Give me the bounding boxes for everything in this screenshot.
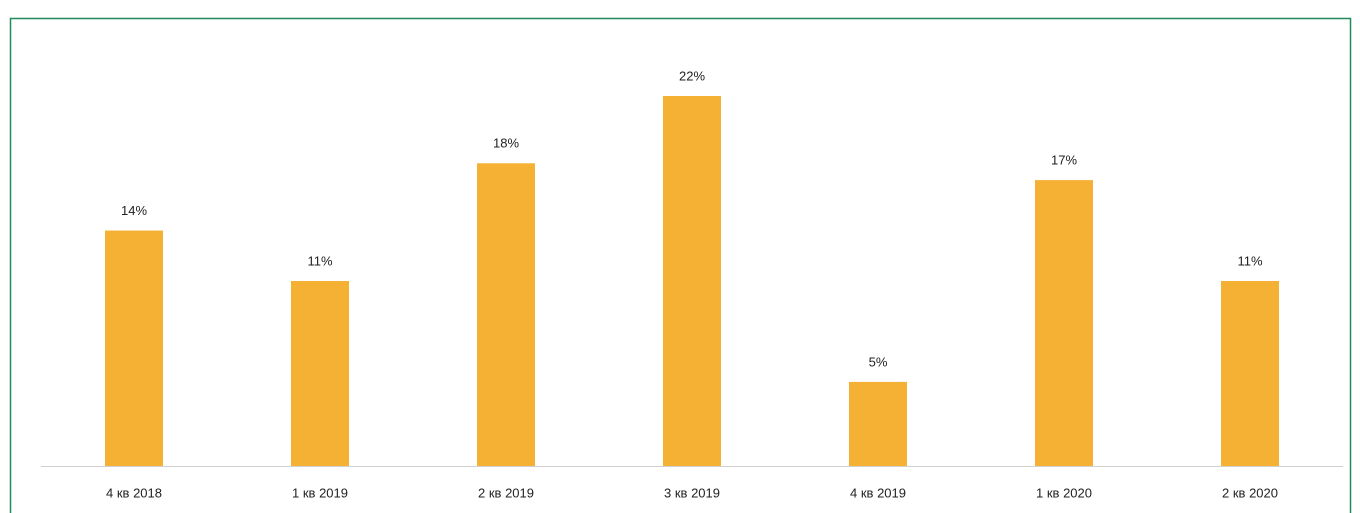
bar	[849, 381, 907, 466]
bar	[291, 281, 349, 466]
data-label: 11%	[1237, 253, 1262, 268]
bar	[663, 96, 721, 466]
data-label: 14%	[121, 203, 147, 218]
data-label: 18%	[493, 136, 519, 151]
data-label: 17%	[1051, 153, 1077, 168]
data-label: 5%	[869, 354, 888, 369]
chart-border	[9, 17, 1352, 513]
bar	[1035, 180, 1093, 466]
data-label: 11%	[307, 253, 332, 268]
x-tick-label: 3 кв 2019	[664, 485, 720, 500]
bar	[1221, 281, 1279, 466]
x-tick-label: 1 кв 2020	[1036, 485, 1092, 500]
x-tick-label: 2 кв 2020	[1222, 485, 1278, 500]
data-label: 22%	[679, 68, 705, 83]
x-tick-label: 2 кв 2019	[478, 485, 534, 500]
bar	[105, 230, 163, 466]
bar	[477, 163, 535, 467]
x-tick-label: 4 кв 2019	[850, 485, 906, 500]
x-tick-label: 4 кв 2018	[106, 485, 162, 500]
x-tick-label: 1 кв 2019	[292, 485, 348, 500]
